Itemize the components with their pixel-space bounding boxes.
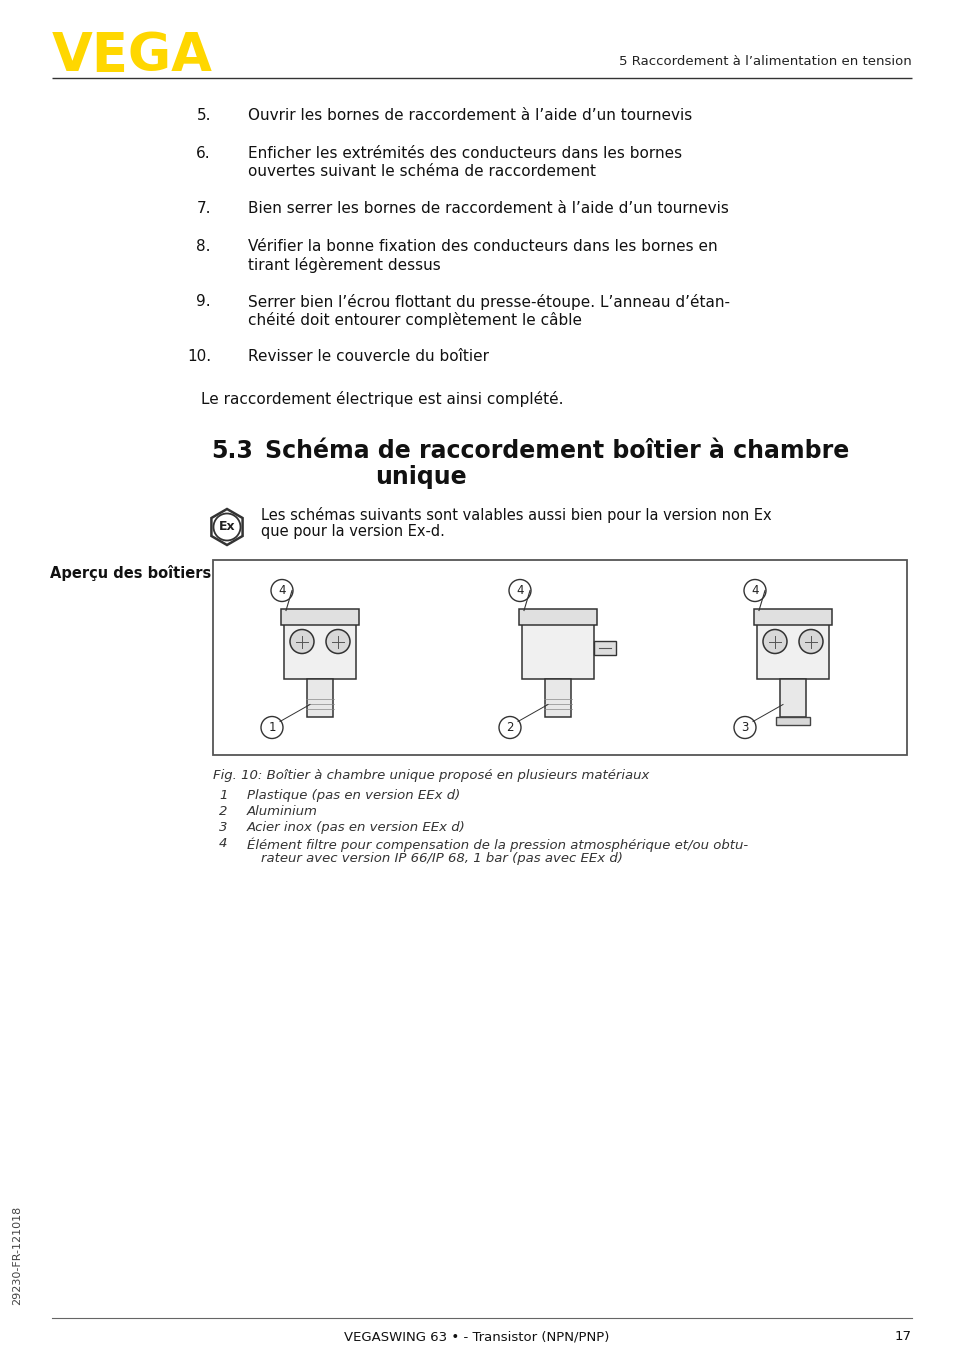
Text: Fig. 10: Boîtier à chambre unique proposé en plusieurs matériaux: Fig. 10: Boîtier à chambre unique propos… <box>213 769 649 783</box>
Text: 4: 4 <box>516 584 523 597</box>
Circle shape <box>799 630 822 654</box>
Text: Ouvrir les bornes de raccordement à l’aide d’un tournevis: Ouvrir les bornes de raccordement à l’ai… <box>248 108 692 123</box>
Text: 5 Raccordement à l’alimentation en tension: 5 Raccordement à l’alimentation en tensi… <box>618 56 911 68</box>
Text: VEGASWING 63 • - Transistor (NPN/PNP): VEGASWING 63 • - Transistor (NPN/PNP) <box>344 1330 609 1343</box>
FancyBboxPatch shape <box>213 561 906 756</box>
FancyBboxPatch shape <box>284 620 355 678</box>
Text: Aperçu des boîtiers: Aperçu des boîtiers <box>50 565 211 581</box>
Text: Serrer bien l’écrou flottant du presse-étoupe. L’anneau d’étan-: Serrer bien l’écrou flottant du presse-é… <box>248 294 729 310</box>
Text: Ex: Ex <box>218 520 235 533</box>
Text: Plastique (pas en version EEx d): Plastique (pas en version EEx d) <box>247 789 459 802</box>
Text: VEGA: VEGA <box>52 30 213 83</box>
Text: 10.: 10. <box>187 349 211 364</box>
Text: 5.: 5. <box>196 108 211 123</box>
Text: ouvertes suivant le schéma de raccordement: ouvertes suivant le schéma de raccordeme… <box>248 164 596 179</box>
Text: 17: 17 <box>894 1330 911 1343</box>
Text: Bien serrer les bornes de raccordement à l’aide d’un tournevis: Bien serrer les bornes de raccordement à… <box>248 200 728 217</box>
Text: unique: unique <box>375 464 466 489</box>
FancyBboxPatch shape <box>594 640 616 654</box>
Text: 3: 3 <box>740 720 748 734</box>
Text: 29230-FR-121018: 29230-FR-121018 <box>12 1205 22 1305</box>
FancyBboxPatch shape <box>521 620 594 678</box>
Text: 9.: 9. <box>196 294 211 309</box>
FancyBboxPatch shape <box>775 716 809 724</box>
FancyBboxPatch shape <box>307 678 333 716</box>
Text: 2: 2 <box>506 720 514 734</box>
Text: 8.: 8. <box>196 240 211 255</box>
Text: Le raccordement électrique est ainsi complété.: Le raccordement électrique est ainsi com… <box>201 391 563 408</box>
Text: 1: 1 <box>268 720 275 734</box>
Text: 5.3: 5.3 <box>211 439 253 463</box>
Circle shape <box>326 630 350 654</box>
Text: 6.: 6. <box>196 146 211 161</box>
Text: 4: 4 <box>219 837 227 850</box>
FancyBboxPatch shape <box>757 620 828 678</box>
Text: 1: 1 <box>219 789 227 802</box>
Text: Les schémas suivants sont valables aussi bien pour la version non Ex: Les schémas suivants sont valables aussi… <box>261 506 771 523</box>
Text: Vérifier la bonne fixation des conducteurs dans les bornes en: Vérifier la bonne fixation des conducteu… <box>248 240 717 255</box>
FancyBboxPatch shape <box>281 608 358 624</box>
Text: chéité doit entourer complètement le câble: chéité doit entourer complètement le câb… <box>248 311 581 328</box>
Text: Acier inox (pas en version EEx d): Acier inox (pas en version EEx d) <box>247 821 465 834</box>
Text: Enficher les extrémités des conducteurs dans les bornes: Enficher les extrémités des conducteurs … <box>248 146 681 161</box>
Text: 2: 2 <box>219 806 227 818</box>
Text: 4: 4 <box>278 584 286 597</box>
Text: Schéma de raccordement boîtier à chambre: Schéma de raccordement boîtier à chambre <box>265 439 848 463</box>
FancyBboxPatch shape <box>518 608 597 624</box>
Circle shape <box>762 630 786 654</box>
Text: tirant légèrement dessus: tirant légèrement dessus <box>248 257 440 274</box>
Text: 4: 4 <box>750 584 758 597</box>
FancyBboxPatch shape <box>780 678 805 716</box>
Circle shape <box>290 630 314 654</box>
Text: que pour la version Ex-d.: que pour la version Ex-d. <box>261 524 444 539</box>
FancyBboxPatch shape <box>544 678 571 716</box>
Text: Revisser le couvercle du boîtier: Revisser le couvercle du boîtier <box>248 349 489 364</box>
Text: rateur avec version IP 66/IP 68, 1 bar (pas avec EEx d): rateur avec version IP 66/IP 68, 1 bar (… <box>261 852 622 865</box>
FancyBboxPatch shape <box>753 608 831 624</box>
Text: Aluminium: Aluminium <box>247 806 317 818</box>
Text: 3: 3 <box>219 821 227 834</box>
Text: Élément filtre pour compensation de la pression atmosphérique et/ou obtu-: Élément filtre pour compensation de la p… <box>247 837 747 852</box>
Text: 7.: 7. <box>196 200 211 217</box>
